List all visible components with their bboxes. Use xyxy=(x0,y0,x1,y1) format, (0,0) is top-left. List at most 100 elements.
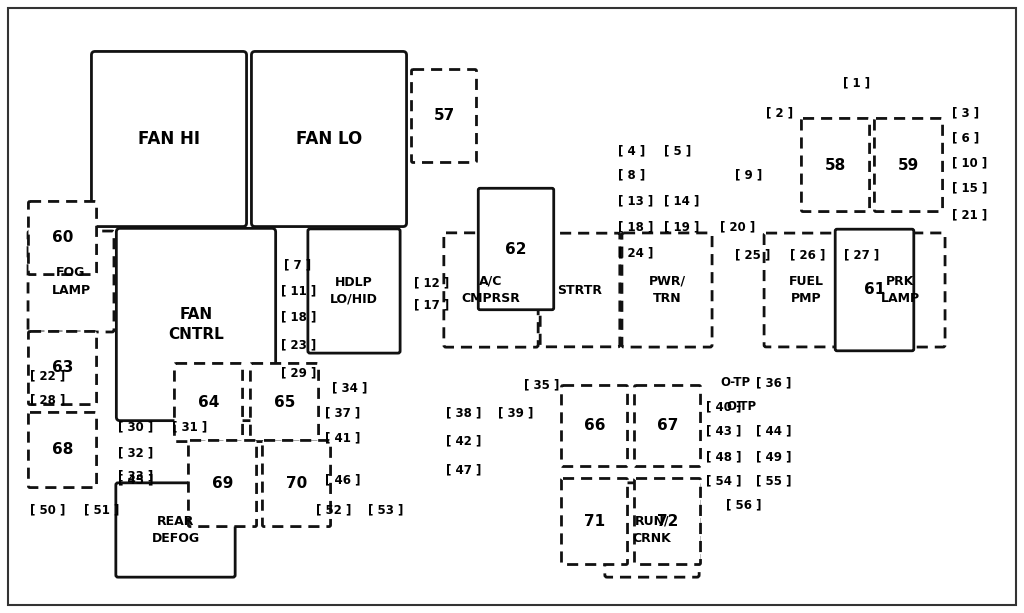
Text: FAN LO: FAN LO xyxy=(296,130,362,148)
FancyBboxPatch shape xyxy=(174,364,243,441)
FancyBboxPatch shape xyxy=(764,233,848,347)
Text: [ 38 ]: [ 38 ] xyxy=(446,406,481,419)
Text: [ 18 ]: [ 18 ] xyxy=(618,221,653,234)
Text: 63: 63 xyxy=(52,360,73,376)
Text: [ 50 ]: [ 50 ] xyxy=(30,503,66,517)
Text: FAN HI: FAN HI xyxy=(138,130,200,148)
Text: [ 7 ]: [ 7 ] xyxy=(284,259,311,272)
FancyBboxPatch shape xyxy=(308,229,400,353)
Text: [ 45 ]: [ 45 ] xyxy=(118,473,154,487)
Text: [ 32 ]: [ 32 ] xyxy=(118,446,154,460)
FancyBboxPatch shape xyxy=(635,479,700,565)
FancyBboxPatch shape xyxy=(443,233,539,347)
FancyBboxPatch shape xyxy=(8,8,1016,605)
Text: 67: 67 xyxy=(656,419,678,433)
Text: REAR
DEFOG: REAR DEFOG xyxy=(152,515,200,545)
Text: [ 5 ]: [ 5 ] xyxy=(664,145,691,158)
Text: [ 56 ]: [ 56 ] xyxy=(726,498,762,511)
Text: FOG
LAMP: FOG LAMP xyxy=(51,267,90,297)
FancyBboxPatch shape xyxy=(836,229,913,351)
Text: [ 2 ]: [ 2 ] xyxy=(766,107,794,120)
Text: [ 13 ]: [ 13 ] xyxy=(618,194,653,207)
Text: 69: 69 xyxy=(212,476,233,491)
Text: [ 9 ]: [ 9 ] xyxy=(735,169,762,181)
Text: [ 10 ]: [ 10 ] xyxy=(952,156,987,170)
FancyBboxPatch shape xyxy=(802,118,869,211)
Text: [ 46 ]: [ 46 ] xyxy=(325,473,360,487)
Text: [ 37 ]: [ 37 ] xyxy=(325,406,360,419)
Text: [ 30 ]: [ 30 ] xyxy=(118,421,154,433)
Text: [ 24 ]: [ 24 ] xyxy=(618,246,653,259)
Text: [ 17 ]: [ 17 ] xyxy=(414,299,450,311)
Text: [ 31 ]: [ 31 ] xyxy=(172,421,207,433)
Text: [ 55 ]: [ 55 ] xyxy=(756,474,792,487)
FancyBboxPatch shape xyxy=(635,386,700,466)
Text: [ 47 ]: [ 47 ] xyxy=(446,463,481,476)
Text: 70: 70 xyxy=(286,476,307,491)
FancyBboxPatch shape xyxy=(874,118,942,211)
Text: [ 41 ]: [ 41 ] xyxy=(325,432,360,444)
Text: [ 51 ]: [ 51 ] xyxy=(84,503,120,517)
Text: 72: 72 xyxy=(656,514,678,529)
Text: 57: 57 xyxy=(433,109,455,123)
FancyBboxPatch shape xyxy=(117,229,275,421)
Text: [ 28 ]: [ 28 ] xyxy=(30,394,66,406)
Text: 58: 58 xyxy=(825,158,846,172)
FancyBboxPatch shape xyxy=(252,51,407,227)
Text: [ 18 ]: [ 18 ] xyxy=(281,311,316,324)
FancyBboxPatch shape xyxy=(29,413,96,487)
Text: 68: 68 xyxy=(52,443,73,457)
Text: [ 23 ]: [ 23 ] xyxy=(281,338,316,351)
Text: [ 43 ]: [ 43 ] xyxy=(706,424,741,438)
Text: [ 1 ]: [ 1 ] xyxy=(843,77,870,89)
Text: [ 26 ]: [ 26 ] xyxy=(790,248,825,262)
FancyBboxPatch shape xyxy=(29,202,96,275)
FancyBboxPatch shape xyxy=(622,233,712,347)
Text: [ 44 ]: [ 44 ] xyxy=(756,424,792,438)
Text: [ 33 ]: [ 33 ] xyxy=(118,470,154,482)
Text: [ 39 ]: [ 39 ] xyxy=(498,406,534,419)
Text: 61: 61 xyxy=(864,283,885,297)
FancyBboxPatch shape xyxy=(262,440,331,527)
Text: [ 35 ]: [ 35 ] xyxy=(524,378,559,392)
Text: [ 22 ]: [ 22 ] xyxy=(30,370,66,383)
Text: PRK
LAMP: PRK LAMP xyxy=(881,275,920,305)
Text: FAN
CNTRL: FAN CNTRL xyxy=(168,307,224,342)
Text: STRTR: STRTR xyxy=(557,283,602,297)
Text: [ 21 ]: [ 21 ] xyxy=(952,208,987,221)
Text: [ 19 ]: [ 19 ] xyxy=(664,221,699,234)
Text: [ 34 ]: [ 34 ] xyxy=(332,381,368,395)
Text: [ 27 ]: [ 27 ] xyxy=(844,248,880,262)
Text: [ 8 ]: [ 8 ] xyxy=(618,169,645,181)
Text: [ 15 ]: [ 15 ] xyxy=(952,181,987,194)
Text: 60: 60 xyxy=(52,230,73,245)
FancyBboxPatch shape xyxy=(29,332,96,405)
Text: 64: 64 xyxy=(198,395,219,410)
FancyBboxPatch shape xyxy=(412,69,476,162)
Text: PWR/
TRN: PWR/ TRN xyxy=(648,275,685,305)
Text: [ 48 ]: [ 48 ] xyxy=(706,451,741,463)
FancyBboxPatch shape xyxy=(561,479,628,565)
Text: O-TP: O-TP xyxy=(720,376,751,389)
Text: [ 40 ]: [ 40 ] xyxy=(706,400,741,414)
FancyBboxPatch shape xyxy=(116,483,236,577)
FancyBboxPatch shape xyxy=(605,483,699,577)
FancyBboxPatch shape xyxy=(251,364,318,441)
Text: [ 3 ]: [ 3 ] xyxy=(952,107,979,120)
Text: [ 4 ]: [ 4 ] xyxy=(618,145,645,158)
Text: RUN/
CRNK: RUN/ CRNK xyxy=(633,515,672,545)
Text: 59: 59 xyxy=(898,158,920,172)
FancyBboxPatch shape xyxy=(188,440,257,527)
Text: [ 11 ]: [ 11 ] xyxy=(281,284,316,297)
Text: 62: 62 xyxy=(505,242,526,256)
Text: [ 14 ]: [ 14 ] xyxy=(664,194,699,207)
Text: O-TP: O-TP xyxy=(726,400,756,414)
Text: [ 53 ]: [ 53 ] xyxy=(368,503,403,517)
Text: [ 6 ]: [ 6 ] xyxy=(952,132,979,145)
Text: 65: 65 xyxy=(273,395,295,410)
Text: [ 12 ]: [ 12 ] xyxy=(414,276,450,289)
FancyBboxPatch shape xyxy=(541,233,620,347)
FancyBboxPatch shape xyxy=(91,51,247,227)
FancyBboxPatch shape xyxy=(478,188,554,310)
Text: [ 42 ]: [ 42 ] xyxy=(446,435,481,447)
